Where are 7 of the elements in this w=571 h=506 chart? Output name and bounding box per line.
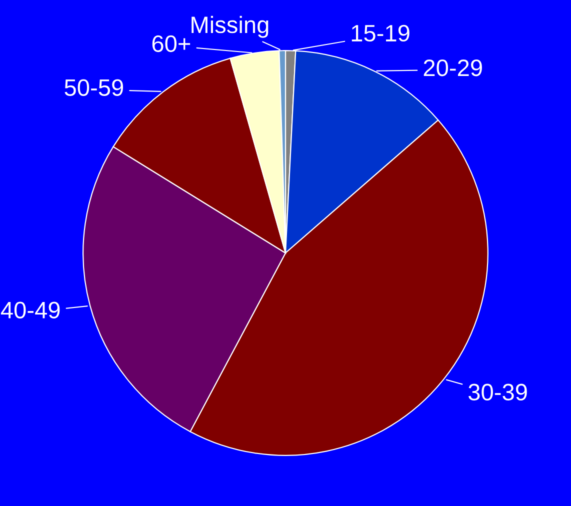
slice-label: 60+ — [152, 35, 190, 52]
slice-label: 30-39 — [468, 384, 527, 401]
slice-label: 20-29 — [424, 59, 482, 76]
slice-label: 50-59 — [64, 79, 124, 96]
slice-label: Missing — [192, 16, 268, 38]
slice-label: 40-49 — [0, 302, 60, 318]
slice-label: 15-19 — [352, 24, 410, 42]
